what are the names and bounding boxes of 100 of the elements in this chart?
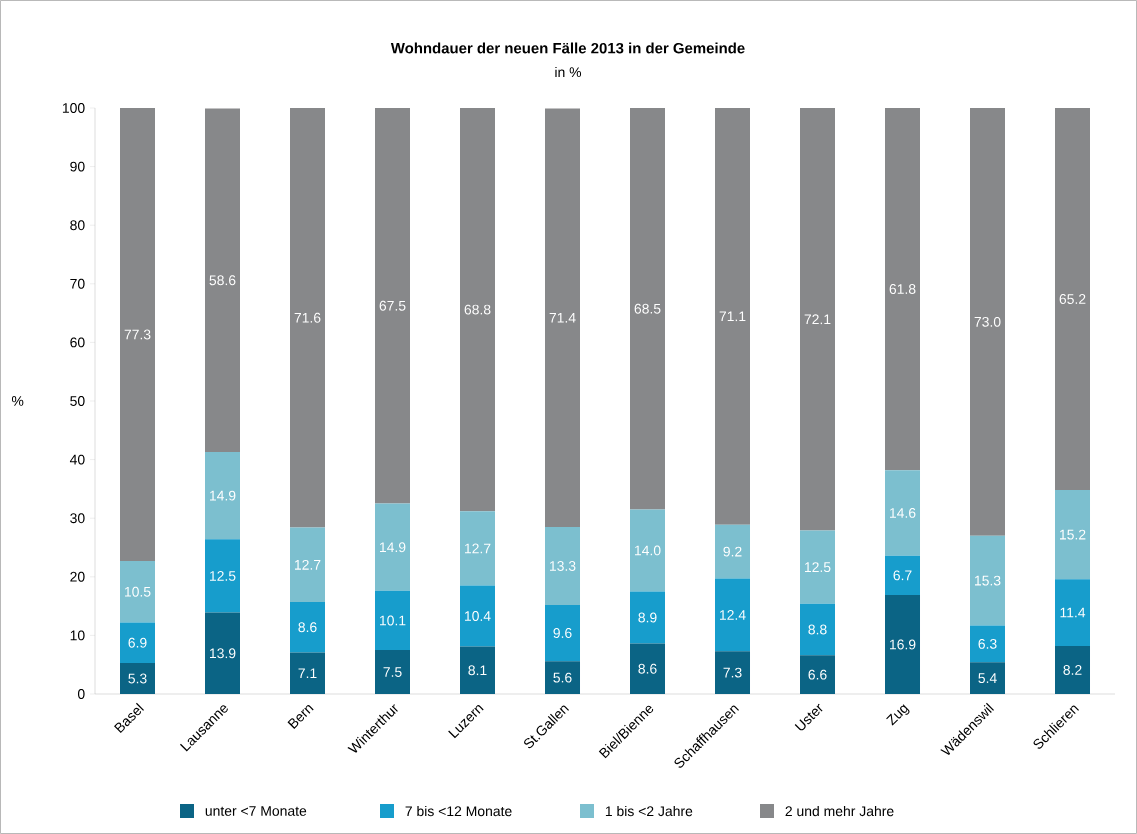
bar — [970, 625, 1005, 663]
bar — [290, 602, 325, 653]
bar — [290, 527, 325, 602]
data-label: 9.2 — [723, 546, 742, 557]
bar — [460, 511, 495, 586]
data-label: 5.6 — [553, 672, 572, 683]
bar — [630, 509, 665, 592]
legend-label: 1 bis <2 Jahre — [605, 805, 693, 817]
data-label: 15.3 — [974, 575, 1001, 586]
data-label: 8.8 — [808, 624, 827, 635]
data-label: 14.9 — [379, 542, 406, 553]
legend-label: unter <7 Monate — [205, 806, 307, 816]
data-label: 13.3 — [549, 561, 576, 571]
bar — [800, 655, 835, 694]
bar — [970, 662, 1005, 694]
data-label: 12.5 — [804, 562, 831, 573]
data-label: 10.5 — [124, 586, 151, 597]
bar — [460, 107, 495, 512]
bar — [630, 107, 665, 510]
y-tick-label: 50 — [70, 396, 85, 406]
data-label: 71.6 — [294, 312, 321, 323]
bar — [630, 643, 665, 694]
bar — [800, 603, 835, 656]
data-label: 14.0 — [634, 545, 661, 556]
y-tick-label: 40 — [69, 454, 85, 465]
bar — [205, 539, 240, 613]
bar — [120, 560, 155, 623]
data-label: 8.6 — [638, 663, 657, 674]
data-label: 12.5 — [209, 570, 236, 581]
legend-label: 2 und mehr Jahre — [785, 805, 894, 817]
data-label: 8.9 — [638, 612, 657, 623]
data-label: 67.5 — [379, 300, 406, 311]
bar — [120, 107, 155, 561]
data-label: 12.4 — [719, 610, 746, 620]
bar — [715, 107, 750, 525]
bar — [630, 591, 665, 644]
data-label: 5.3 — [128, 673, 147, 684]
bar — [205, 108, 240, 452]
y-tick-label: 90 — [70, 161, 85, 172]
bar — [1055, 579, 1090, 646]
y-tick-label: 30 — [70, 513, 85, 524]
data-label: 8.6 — [298, 622, 317, 633]
data-label: 6.3 — [978, 638, 997, 649]
bar — [885, 470, 920, 556]
y-tick-label: 20 — [70, 571, 85, 582]
bar — [885, 555, 920, 595]
data-label: 12.7 — [294, 559, 321, 570]
bar — [715, 651, 750, 694]
data-label: 73.0 — [974, 316, 1001, 327]
data-label: 6.9 — [128, 637, 147, 648]
bar — [460, 585, 495, 647]
data-label: 6.7 — [893, 570, 912, 581]
bar — [1055, 645, 1090, 694]
data-label: 72.1 — [804, 314, 831, 325]
bar — [800, 107, 835, 531]
data-label: 68.5 — [634, 303, 661, 314]
data-label: 77.3 — [124, 329, 151, 340]
bar — [545, 108, 580, 527]
bar — [885, 594, 920, 694]
bar — [545, 661, 580, 694]
data-label: 71.1 — [719, 311, 746, 322]
y-tick-label: 70 — [70, 278, 85, 289]
x-tick-label: Zug — [886, 704, 910, 726]
data-label: 7.3 — [723, 667, 742, 678]
bar — [970, 535, 1005, 626]
bar — [460, 646, 495, 694]
chart-title: Wohndauer der neuen Fälle 2013 in der Gemeinde — [390, 42, 745, 54]
data-label: 14.6 — [889, 507, 916, 518]
data-label: 11.4 — [1060, 607, 1086, 618]
bar — [1055, 490, 1090, 580]
data-label: 65.2 — [1059, 294, 1086, 304]
data-label: 7.5 — [383, 667, 402, 677]
data-label: 7.1 — [298, 668, 317, 678]
bar — [375, 650, 410, 694]
y-tick-label: 100 — [62, 103, 85, 113]
data-label: 8.1 — [468, 665, 487, 676]
data-label: 16.9 — [889, 639, 916, 650]
bar — [290, 107, 325, 528]
data-label: 8.2 — [1063, 665, 1082, 675]
y-tick-label: 60 — [70, 337, 85, 348]
bar — [715, 578, 750, 652]
bar — [290, 652, 325, 694]
bar — [545, 604, 580, 662]
bar — [120, 622, 155, 663]
data-label: 10.1 — [379, 615, 406, 626]
bar — [375, 503, 410, 591]
data-label: 5.4 — [978, 673, 997, 684]
y-tick-label: 10 — [70, 630, 85, 641]
bar — [375, 590, 410, 651]
bar — [545, 526, 580, 605]
data-label: 12.7 — [464, 543, 491, 554]
data-label: 68.8 — [464, 304, 491, 315]
data-label: 58.6 — [209, 275, 236, 286]
bar — [970, 107, 1005, 536]
y-tick-label: 0 — [77, 689, 85, 699]
bar — [715, 524, 750, 579]
bar — [205, 612, 240, 694]
legend-label: 7 bis <12 Monate — [405, 805, 512, 817]
data-label: 10.4 — [464, 611, 491, 621]
bar — [1055, 107, 1090, 491]
